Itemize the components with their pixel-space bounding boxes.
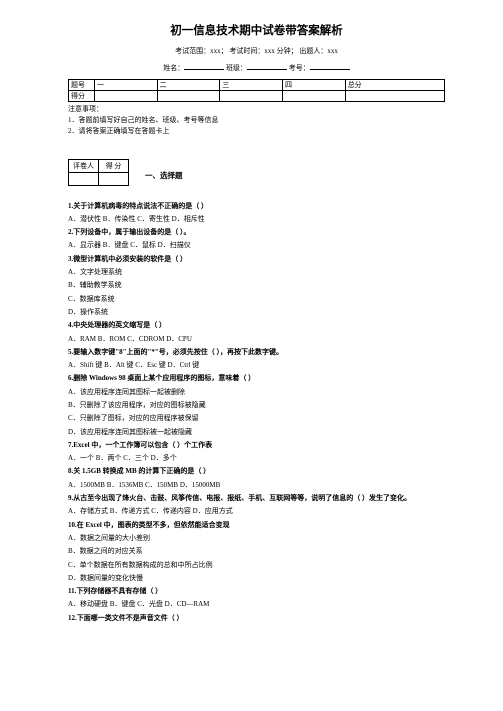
option-10a: A．数据之间量的大小差别: [68, 532, 445, 545]
question-3: 3.微型计算机中必须安装的软件是（ ）: [68, 253, 445, 266]
option-6c: C．只删除了图标，对应的应用程序被保留: [68, 412, 445, 425]
meta-line: 考试范围：xxx； 考试时间：xxx 分钟； 出题人：xxx: [68, 46, 445, 56]
question-5: 5.要输入数字键"8"上面的"*"号，必须先按住（ ），再按下此数字键。: [68, 346, 445, 359]
cell-empty: [99, 172, 129, 185]
notice-line-1: 1．答题前填写好自己的姓名、班级、考号等信息: [68, 115, 445, 126]
cell: 二: [157, 80, 220, 91]
class-blank: [247, 62, 287, 70]
cell: [95, 91, 158, 102]
options-8: A．1500MB B．1536MB C．150MB D．15000MB: [68, 479, 445, 492]
question-1: 1.关于计算机病毒的特点说法不正确的是（ ）: [68, 200, 445, 213]
options-7: A．一个 B．两个 C．三个 D．多个: [68, 452, 445, 465]
score-table: 题号 一 二 三 四 总分 得分: [68, 79, 445, 102]
option-3a: A．文字处理系统: [68, 266, 445, 279]
reviewer-cell: 评卷人: [69, 159, 99, 172]
exam-page: 初一信息技术期中试卷带答案解析 考试范围：xxx； 考试时间：xxx 分钟； 出…: [0, 0, 503, 637]
cell: 一: [95, 80, 158, 91]
question-10: 10.在 Excel 中，图表的类型不多，但依然能适合变现: [68, 519, 445, 532]
id-label: 考号：: [289, 64, 310, 72]
section-heading: 一、选择题: [145, 170, 183, 181]
notice-block: 注意事项： 1．答题前填写好自己的姓名、班级、考号等信息 2．请将答案正确填写在…: [68, 104, 445, 137]
question-7: 7.Excel 中，一个工作簿可以包含（ ）个工作表: [68, 439, 445, 452]
class-label: 班级：: [226, 64, 247, 72]
question-4: 4.中央处理器的英文缩写是（ ）: [68, 319, 445, 332]
exam-title: 初一信息技术期中试卷带答案解析: [68, 22, 445, 38]
cell: 得分: [69, 91, 95, 102]
option-3b: B．辅助教学系统: [68, 279, 445, 292]
reviewer-table: 评卷人 得 分: [68, 159, 129, 186]
notice-head: 注意事项：: [68, 104, 445, 115]
table-row: 题号 一 二 三 四 总分: [69, 80, 445, 91]
cell-empty: [69, 172, 99, 185]
cell: 三: [220, 80, 283, 91]
cell: [345, 91, 444, 102]
question-2: 2.下列设备中，属于输出设备的是（ ）。: [68, 226, 445, 239]
scope: 考试范围：xxx；: [175, 47, 228, 55]
question-12: 12.下面哪一类文件不是声音文件（ ）: [68, 612, 445, 625]
options-1: A．潜伏性 B．传染性 C．寄生性 D．相斥性: [68, 213, 445, 226]
name-blank: [184, 62, 224, 70]
notice-line-2: 2．请将答案正确填写在答题卡上: [68, 126, 445, 137]
question-11: 11.下列存储器不具有存储（ ）: [68, 585, 445, 598]
id-blank: [310, 62, 350, 70]
cell: [220, 91, 283, 102]
option-6a: A．该应用程序连同其图标一起被删除: [68, 386, 445, 399]
option-10d: D．数据间量的变化快慢: [68, 572, 445, 585]
name-line: 姓名： 班级： 考号：: [68, 62, 445, 73]
options-5: A．Shift 键 B．Alt 键 C．Esc 键 D．Ctrl 键: [68, 359, 445, 372]
question-8: 8.关 1.5GB 转换成 MB 的计算下正确的是（ ）: [68, 465, 445, 478]
cell: 总分: [345, 80, 444, 91]
score-cell: 得 分: [99, 159, 129, 172]
section-row: 评卷人 得 分 一、选择题: [68, 159, 445, 192]
table-row: 得分: [69, 91, 445, 102]
author: 出题人：xxx: [299, 47, 338, 55]
options-4: A．RAM B．ROM C．CDROM D．CPU: [68, 333, 445, 346]
table-row: 评卷人 得 分: [69, 159, 129, 172]
option-10b: B．数据之间的对应关系: [68, 545, 445, 558]
options-9: A．存储方式 B．传递方式 C．传递内容 D．应用方式: [68, 505, 445, 518]
options-2: A．显示器 B．键盘 C．鼠标 D．扫描仪: [68, 239, 445, 252]
question-9: 9.从古至今出现了烽火台、击鼓、风筝传信、电报、报纸、手机、互联网等等，说明了信…: [68, 492, 445, 505]
cell: [283, 91, 346, 102]
cell: [157, 91, 220, 102]
option-6d: D．该应用程序连同其图标被一起被隐藏: [68, 426, 445, 439]
options-11: A．移动硬盘 B．键盘 C．光盘 D．CD—RAM: [68, 598, 445, 611]
option-3d: D．操作系统: [68, 306, 445, 319]
option-10c: C．单个数据在所有数据构成的总和中所占比例: [68, 559, 445, 572]
time: 考试时间：xxx 分钟；: [229, 47, 297, 55]
option-3c: C．数据库系统: [68, 293, 445, 306]
question-6: 6.删除 Windows 98 桌面上某个应用程序的图标，意味着（ ）: [68, 372, 445, 385]
option-6b: B．只删除了该应用程序，对应的图标被隐藏: [68, 399, 445, 412]
cell: 题号: [69, 80, 95, 91]
name-label: 姓名：: [163, 64, 184, 72]
table-row: [69, 172, 129, 185]
cell: 四: [283, 80, 346, 91]
